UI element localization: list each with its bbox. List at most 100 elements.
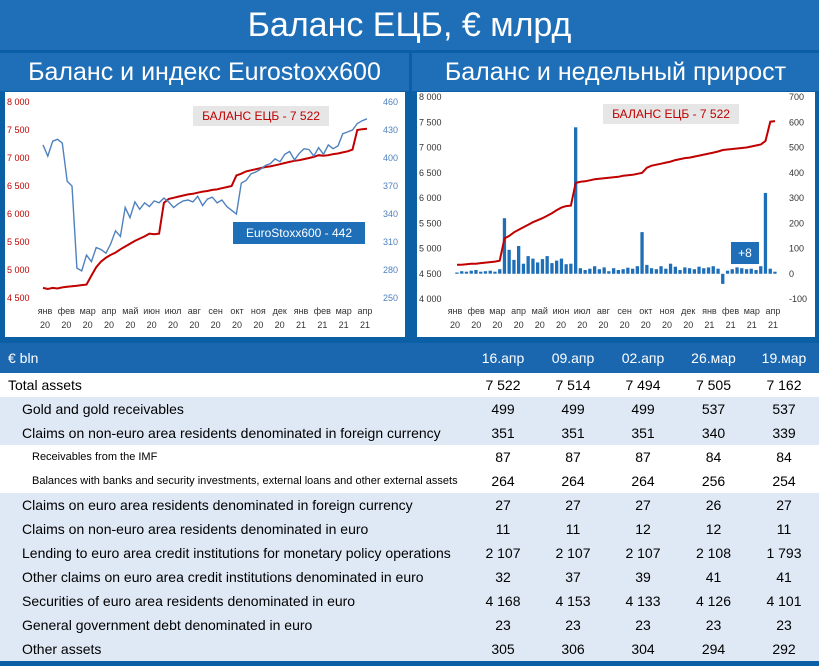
y-left-tick-label: 4 500 xyxy=(419,269,442,279)
row-value: 87 xyxy=(468,445,538,469)
row-value: 351 xyxy=(538,421,608,445)
row-value: 254 xyxy=(749,469,819,493)
y-right-tick-label: 400 xyxy=(383,153,398,163)
row-value: 499 xyxy=(468,397,538,421)
weekly-growth-bar xyxy=(521,263,526,274)
weekly-growth-bar xyxy=(540,259,545,274)
row-label: Total assets xyxy=(0,373,468,397)
x-tick-month: сен xyxy=(208,306,223,316)
row-value: 27 xyxy=(468,493,538,517)
row-value: 256 xyxy=(678,469,749,493)
x-tick-month: фев xyxy=(468,306,485,316)
y-left-tick-label: 6 500 xyxy=(7,181,30,191)
right-chart-panel: 8 000 7 500 7 000 6 500 6 000 5 500 5 000 4 500… xyxy=(417,92,815,337)
y-right-tick-label: 340 xyxy=(383,209,398,219)
weekly-growth-bar xyxy=(711,266,715,274)
row-value: 537 xyxy=(678,397,749,421)
x-tick-month: авг xyxy=(597,306,611,316)
weekly-growth-bar xyxy=(725,270,730,274)
table-row: Lending to euro area credit institutions… xyxy=(0,541,819,565)
y-right-tick-label: 700 xyxy=(789,92,804,102)
x-tick-year: 20 xyxy=(168,320,178,330)
page-title: Баланс ЕЦБ, € млрд xyxy=(0,0,819,50)
row-value: 1 793 xyxy=(749,541,819,565)
weekly-growth-bar xyxy=(664,268,668,274)
weekly-growth-bar xyxy=(474,270,478,274)
balance-label-box xyxy=(603,104,739,124)
weekly-growth-bar xyxy=(621,269,625,274)
weekly-growth-bar xyxy=(555,260,559,274)
y-left-tick-label: 4 500 xyxy=(7,293,30,303)
balance-label-box xyxy=(193,106,329,126)
row-value: 304 xyxy=(608,637,678,661)
weekly-growth-bar xyxy=(483,271,488,274)
x-tick-year: 20 xyxy=(683,320,693,330)
row-value: 4 168 xyxy=(468,589,538,613)
weekly-growth-bar xyxy=(602,267,606,274)
eurostoxx-label-box xyxy=(233,222,365,244)
weekly-growth-bar xyxy=(773,271,777,274)
weekly-growth-bar xyxy=(626,267,630,274)
row-value: 7 505 xyxy=(678,373,749,397)
header-date: 19.мар xyxy=(749,343,819,373)
growth-annotation: +8 xyxy=(738,246,752,260)
weekly-growth-bar xyxy=(645,264,649,274)
x-tick-month: май xyxy=(122,306,138,316)
x-tick-month: мар xyxy=(489,306,505,316)
table-row: Gold and gold receivables 499 499 499 537 537 xyxy=(0,397,819,421)
x-tick-month: окт xyxy=(230,306,243,316)
x-tick-month: янв xyxy=(448,306,463,316)
row-value: 27 xyxy=(749,493,819,517)
row-value: 84 xyxy=(678,445,749,469)
x-tick-year: 20 xyxy=(189,320,199,330)
weekly-growth-bar xyxy=(583,270,587,274)
weekly-growth-bar xyxy=(455,272,459,274)
row-value: 87 xyxy=(608,445,678,469)
row-value: 537 xyxy=(749,397,819,421)
row-value: 7 494 xyxy=(608,373,678,397)
y-left-tick-label: 4 000 xyxy=(419,294,442,304)
x-tick-month: фев xyxy=(314,306,331,316)
x-tick-month: ноя xyxy=(251,306,266,316)
weekly-growth-bar xyxy=(635,266,639,274)
row-value: 292 xyxy=(749,637,819,661)
table-row: Claims on non-euro area residents denomi… xyxy=(0,421,819,445)
weekly-growth-bar xyxy=(749,268,753,274)
weekly-growth-bar xyxy=(550,263,554,274)
header-date: 26.мар xyxy=(678,343,749,373)
weekly-growth-bar xyxy=(744,269,749,274)
weekly-growth-bar xyxy=(763,192,768,274)
row-value: 27 xyxy=(538,493,608,517)
row-value: 27 xyxy=(608,493,678,517)
y-right-tick-label: 200 xyxy=(789,218,804,228)
row-value: 4 153 xyxy=(538,589,608,613)
x-tick-year: 20 xyxy=(450,320,460,330)
x-tick-year: 20 xyxy=(253,320,263,330)
y-left-tick-label: 6 000 xyxy=(7,209,30,219)
weekly-growth-bar xyxy=(678,270,682,274)
balance-annotation: БАЛАНС ЕЦБ - 7 522 xyxy=(202,109,320,123)
weekly-growth-bar xyxy=(469,270,473,274)
growth-label-box xyxy=(731,242,759,264)
weekly-growth-bar xyxy=(564,264,568,274)
x-tick-year: 21 xyxy=(360,320,370,330)
row-label: Other assets xyxy=(0,637,468,661)
row-value: 11 xyxy=(468,517,538,541)
x-tick-year: 21 xyxy=(296,320,306,330)
weekly-growth-bar xyxy=(607,271,611,274)
y-left-tick-label: 5 500 xyxy=(419,218,442,228)
x-tick-year: 20 xyxy=(83,320,93,330)
row-label: Claims on non-euro area residents denomi… xyxy=(0,517,468,541)
balance-line xyxy=(457,120,776,266)
row-value: 351 xyxy=(468,421,538,445)
weekly-growth-bar xyxy=(526,256,530,274)
row-value: 37 xyxy=(538,565,608,589)
weekly-growth-bar xyxy=(502,218,507,274)
x-tick-year: 21 xyxy=(317,320,327,330)
row-label: Balances with banks and security investm… xyxy=(0,469,468,493)
left-chart-panel: 8 000 7 500 7 000 6 500 6 000 5 500 5 000 4 500… xyxy=(5,92,405,337)
row-label: Claims on euro area residents denominate… xyxy=(0,493,468,517)
y-left-tick-label: 8 000 xyxy=(419,92,442,102)
row-value: 84 xyxy=(749,445,819,469)
row-value: 87 xyxy=(538,445,608,469)
